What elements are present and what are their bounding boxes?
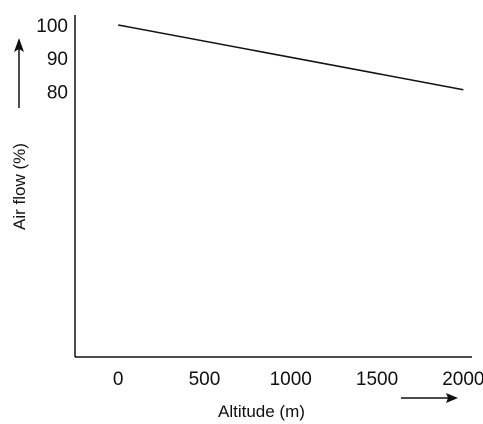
x-tick-label: 1500 <box>356 369 398 390</box>
x-tick-label: 0 <box>113 369 124 390</box>
x-axis-arrow-head <box>446 393 458 403</box>
tick-labels: 0 500 1000 1500 2000 80 90 100 <box>36 16 483 390</box>
x-axis-label: Altitude (m) <box>218 402 305 421</box>
y-tick-label: 90 <box>47 49 68 70</box>
axes <box>74 15 472 358</box>
x-tick-label: 2000 <box>442 369 483 390</box>
data-series <box>118 24 464 91</box>
x-tick-label: 1000 <box>270 369 312 390</box>
air-flow-line <box>118 24 464 91</box>
x-tick-label: 500 <box>189 369 221 390</box>
y-axis-arrow-head <box>14 38 24 52</box>
y-tick-label: 80 <box>47 82 68 103</box>
y-tick-label: 100 <box>36 16 68 37</box>
y-axis-label: Air flow (%) <box>10 143 29 230</box>
